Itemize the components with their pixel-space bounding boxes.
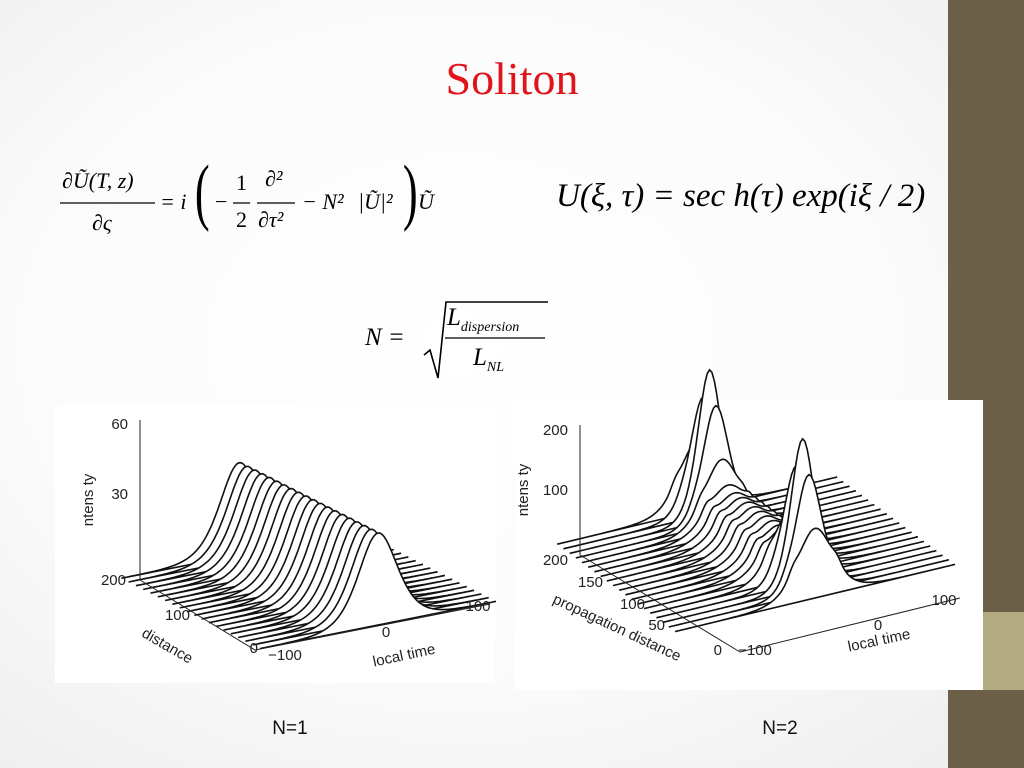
sqrt-sign	[423, 301, 548, 379]
equation-part: ∂Ũ(T, z)	[62, 168, 134, 193]
equation-part: ∂²	[265, 166, 283, 191]
tick-label: −100	[738, 642, 772, 659]
equation-part: N =	[365, 324, 405, 351]
tick-label: 100	[165, 607, 190, 624]
caption: N=1	[272, 718, 308, 739]
equation-part: |Ũ|²	[358, 189, 393, 214]
tick-label: 100	[931, 592, 956, 609]
subscript: dispersion	[460, 320, 520, 335]
tick-label: 0	[874, 617, 882, 634]
tick-label: 150	[578, 574, 603, 591]
tick-label: 50	[648, 617, 665, 634]
equation-part: Ũ	[418, 189, 434, 214]
tick-label: 200	[543, 422, 568, 439]
caption: N=2	[762, 718, 798, 739]
equation-part: 2	[236, 207, 247, 232]
plot-n2-surface	[556, 368, 956, 633]
paren: (	[194, 151, 210, 233]
equation-part: = i	[160, 189, 187, 214]
equation-part: 1	[236, 170, 247, 195]
symbol: L	[447, 304, 461, 331]
surface-line	[259, 532, 497, 650]
paren: )	[402, 151, 418, 233]
side-accent	[983, 612, 1024, 690]
axis	[139, 579, 491, 651]
plot-n1-surface	[121, 461, 497, 650]
surface-line	[674, 527, 956, 633]
equation-part: ∂ς	[92, 210, 112, 235]
equation-part: LNL	[473, 344, 504, 376]
equation-part: −	[215, 189, 228, 214]
tick-label: −100	[268, 647, 302, 664]
tick-label: 100	[465, 598, 490, 615]
soliton-equation: U(ξ, τ) = sec h(τ) exp(iξ / 2)	[556, 178, 926, 214]
tick-label: 100	[543, 482, 568, 499]
tick-label: 0	[250, 640, 258, 657]
tick-label: 200	[101, 572, 126, 589]
equation-part: Ldispersion	[447, 304, 519, 336]
symbol: L	[473, 344, 487, 371]
axis	[579, 554, 961, 653]
axes	[139, 420, 961, 653]
tick-label: 100	[620, 596, 645, 613]
axis-label: ntens ty	[515, 463, 532, 516]
axis-label: ntens ty	[80, 473, 97, 526]
tick-label: 0	[714, 642, 722, 659]
tick-label: 30	[111, 486, 128, 503]
tick-label: 200	[543, 552, 568, 569]
subscript: NL	[486, 360, 505, 375]
slide-title: Soliton	[445, 53, 579, 104]
tick-label: 0	[382, 624, 390, 641]
tick-label: 60	[111, 416, 128, 433]
equation-part: ∂τ²	[258, 207, 284, 232]
equation-part: − N²	[302, 189, 344, 214]
